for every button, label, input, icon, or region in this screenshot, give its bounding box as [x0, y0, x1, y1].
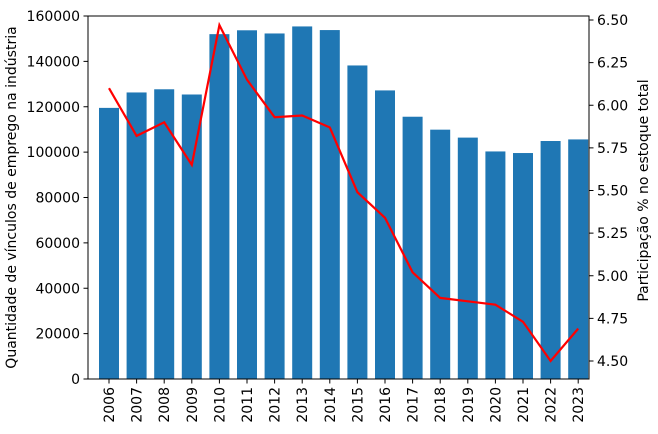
right-tick-label: 4.50 — [597, 354, 628, 370]
x-tick-label: 2008 — [157, 387, 173, 423]
x-tick-label: 2015 — [350, 387, 366, 423]
x-tick-label: 2017 — [406, 387, 422, 423]
x-tick-label: 2023 — [571, 387, 587, 423]
bar-2015 — [347, 65, 368, 380]
bar-2014 — [319, 30, 340, 379]
right-tick-label: 5.25 — [597, 226, 628, 242]
bar-2006 — [99, 107, 119, 380]
left-tick-label: 100000 — [27, 145, 80, 161]
bar-2011 — [237, 30, 257, 380]
left-tick-label: 0 — [71, 372, 80, 388]
bar-2018 — [430, 129, 451, 379]
left-tick-label: 20000 — [35, 327, 80, 343]
x-tick-label: 2006 — [102, 387, 118, 423]
bar-2020 — [485, 151, 506, 379]
bar-2007 — [126, 92, 147, 379]
left-axis-title: Quantidade de vínculos de emprego na ind… — [4, 26, 20, 368]
bar-2009 — [181, 94, 202, 379]
right-tick-label: 6.50 — [597, 13, 628, 29]
x-tick-label: 2014 — [323, 387, 339, 423]
x-tick-label: 2012 — [268, 387, 284, 423]
bar-2023 — [568, 139, 589, 379]
left-tick-label: 160000 — [27, 9, 80, 25]
left-tick-label: 80000 — [35, 191, 80, 207]
left-tick-label: 140000 — [27, 54, 80, 70]
bar-2013 — [292, 26, 313, 380]
right-tick-label: 6.00 — [597, 98, 628, 114]
x-tick-label: 2018 — [433, 387, 449, 423]
x-tick-label: 2011 — [240, 387, 256, 423]
x-tick-label: 2007 — [130, 387, 146, 423]
x-tick-label: 2020 — [488, 387, 504, 423]
bar-2008 — [154, 89, 175, 379]
bar-2021 — [513, 153, 533, 379]
bar-2010 — [209, 34, 230, 380]
x-tick-label: 2021 — [516, 387, 532, 423]
x-tick-label: 2010 — [212, 387, 228, 423]
bar-2022 — [540, 141, 561, 379]
bar-2019 — [457, 137, 478, 379]
x-tick-label: 2016 — [378, 387, 394, 423]
right-tick-label: 5.75 — [597, 141, 628, 157]
right-tick-label: 5.00 — [597, 269, 628, 285]
bar-2012 — [264, 33, 285, 380]
x-tick-label: 2013 — [295, 387, 311, 423]
left-tick-label: 60000 — [35, 236, 80, 252]
x-tick-label: 2022 — [544, 387, 560, 423]
left-tick-label: 40000 — [35, 281, 80, 297]
bar-2017 — [402, 116, 423, 380]
right-tick-label: 4.75 — [597, 311, 628, 327]
right-tick-label: 6.25 — [597, 56, 628, 72]
participation-line — [108, 21, 580, 363]
x-tick-label: 2009 — [185, 387, 201, 423]
bar-2016 — [375, 90, 395, 379]
right-axis-title: Participação % no estoque total — [636, 79, 652, 301]
right-tick-label: 5.50 — [597, 184, 628, 200]
left-tick-label: 120000 — [27, 100, 80, 116]
x-tick-label: 2019 — [461, 387, 477, 423]
